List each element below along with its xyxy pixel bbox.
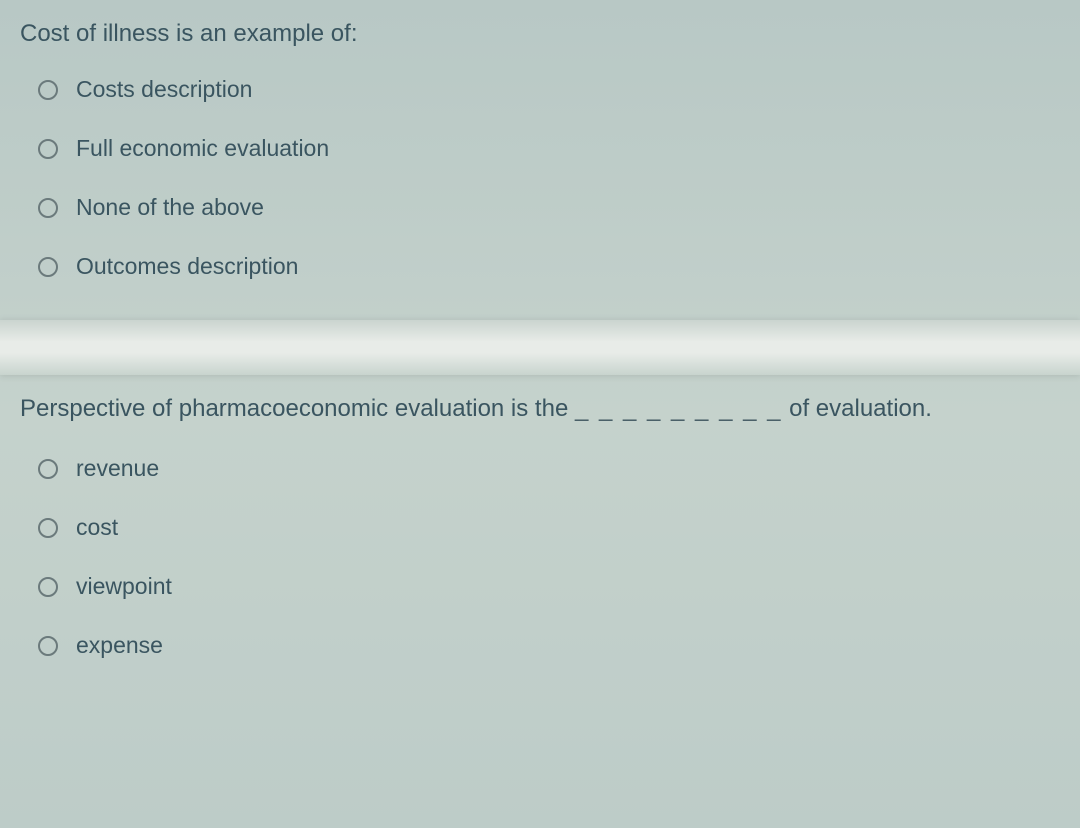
option-label: Outcomes description	[76, 253, 298, 280]
option-row-full-economic-evaluation[interactable]: Full economic evaluation	[20, 135, 1060, 162]
option-label: Full economic evaluation	[76, 135, 329, 162]
radio-icon[interactable]	[38, 577, 58, 597]
question-2-block: Perspective of pharmacoeconomic evaluati…	[0, 375, 1080, 699]
question-1-prompt: Cost of illness is an example of:	[20, 20, 1060, 48]
option-row-expense[interactable]: expense	[20, 632, 1060, 659]
option-label: revenue	[76, 455, 159, 482]
option-label: expense	[76, 632, 163, 659]
option-label: viewpoint	[76, 573, 172, 600]
question-2-prompt: Perspective of pharmacoeconomic evaluati…	[20, 395, 1060, 423]
radio-icon[interactable]	[38, 80, 58, 100]
option-row-revenue[interactable]: revenue	[20, 455, 1060, 482]
prompt-text-post: of evaluation.	[782, 395, 931, 422]
radio-icon[interactable]	[38, 518, 58, 538]
radio-icon[interactable]	[38, 139, 58, 159]
fill-blank: _ _ _ _ _ _ _ _ _	[575, 395, 782, 422]
radio-icon[interactable]	[38, 198, 58, 218]
option-label: Costs description	[76, 76, 252, 103]
option-label: cost	[76, 514, 118, 541]
option-row-none-of-the-above[interactable]: None of the above	[20, 194, 1060, 221]
radio-icon[interactable]	[38, 459, 58, 479]
option-row-outcomes-description[interactable]: Outcomes description	[20, 253, 1060, 280]
option-label: None of the above	[76, 194, 264, 221]
radio-icon[interactable]	[38, 257, 58, 277]
radio-icon[interactable]	[38, 636, 58, 656]
option-row-cost[interactable]: cost	[20, 514, 1060, 541]
option-row-viewpoint[interactable]: viewpoint	[20, 573, 1060, 600]
option-row-costs-description[interactable]: Costs description	[20, 76, 1060, 103]
question-divider	[0, 320, 1080, 375]
prompt-text-pre: Perspective of pharmacoeconomic evaluati…	[20, 395, 575, 422]
question-1-block: Cost of illness is an example of: Costs …	[0, 0, 1080, 320]
